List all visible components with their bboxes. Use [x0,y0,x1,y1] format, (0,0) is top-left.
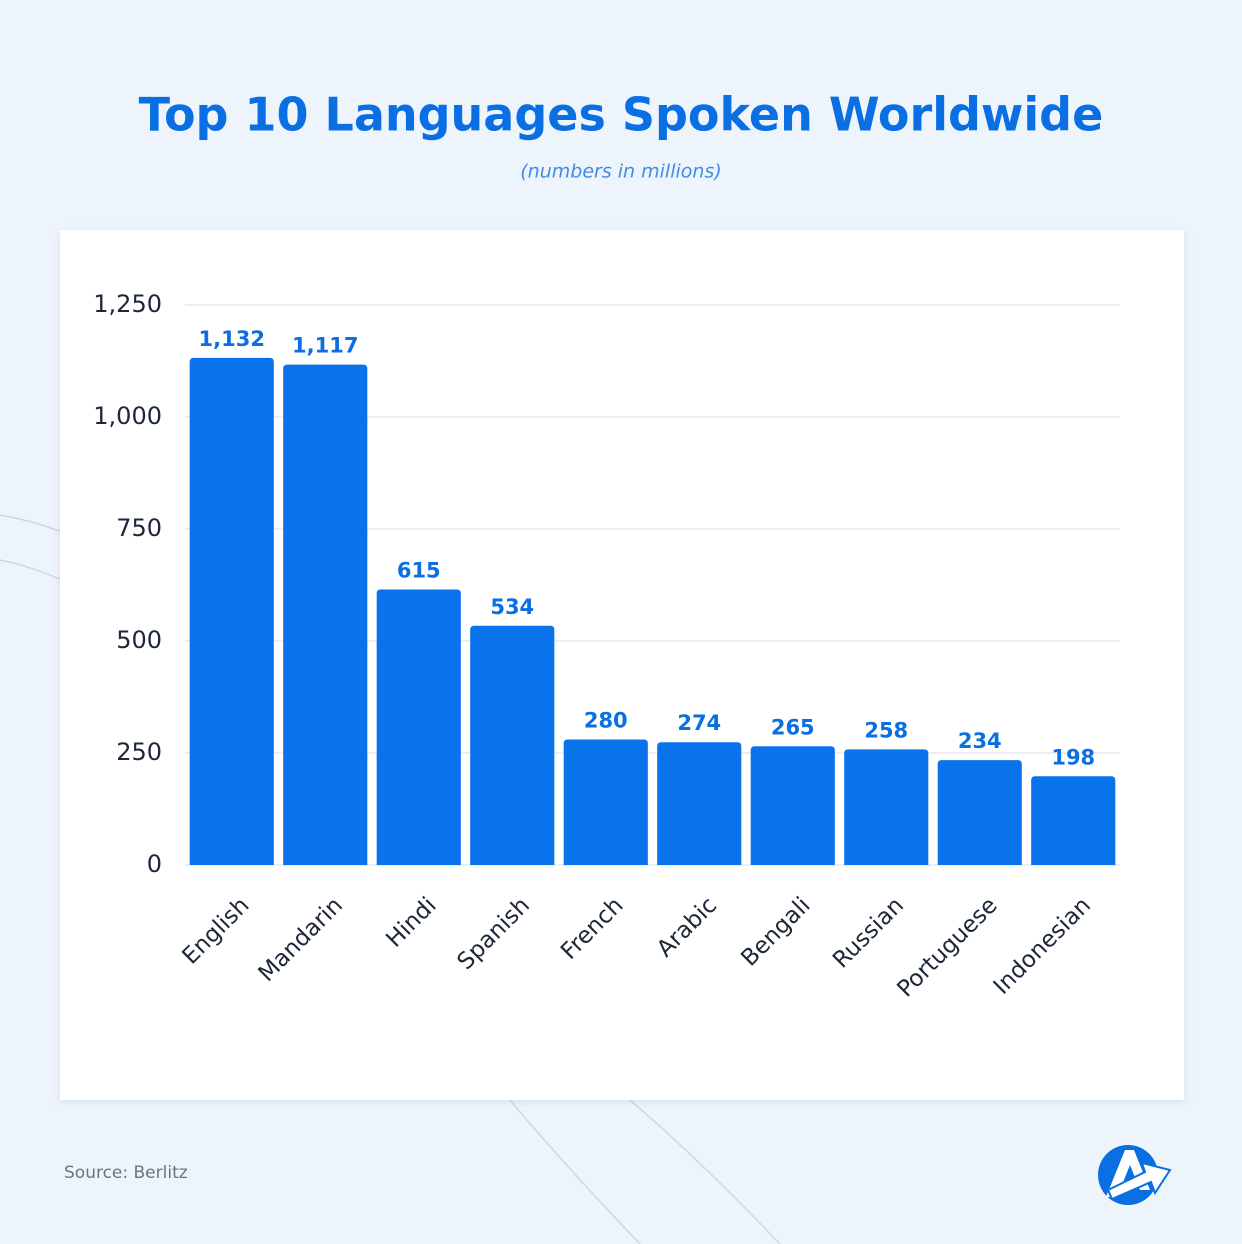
bar [937,760,1022,865]
value-label: 234 [958,729,1002,753]
y-tick-label: 250 [116,738,162,766]
bar [844,749,929,865]
bar [1031,776,1116,865]
value-label: 258 [864,718,908,742]
y-tick-label: 0 [147,850,162,878]
value-label: 198 [1051,745,1095,769]
bar [750,746,835,865]
logo [1098,1145,1172,1205]
value-label: 280 [584,709,628,733]
logo-arrow [1106,1161,1172,1201]
value-label: 274 [677,711,721,735]
source: Source: Berlitz [64,1163,188,1183]
bar [189,357,274,865]
bar [283,364,368,865]
bar [563,739,648,865]
value-label: 1,117 [292,334,358,358]
y-tick-label: 750 [116,514,162,542]
chart-subtitle: (numbers in millions) [520,161,721,183]
y-tick-label: 1,250 [93,290,162,318]
y-tick-label: 1,000 [93,402,162,430]
bar [376,589,461,865]
bar [470,625,555,865]
chart-title: Top 10 Languages Spoken Worldwide [139,88,1104,142]
value-label: 534 [490,595,534,619]
bar [657,742,742,865]
y-tick-label: 500 [116,626,162,654]
value-label: 265 [771,715,815,739]
value-label: 615 [397,558,441,582]
value-label: 1,132 [199,327,265,351]
